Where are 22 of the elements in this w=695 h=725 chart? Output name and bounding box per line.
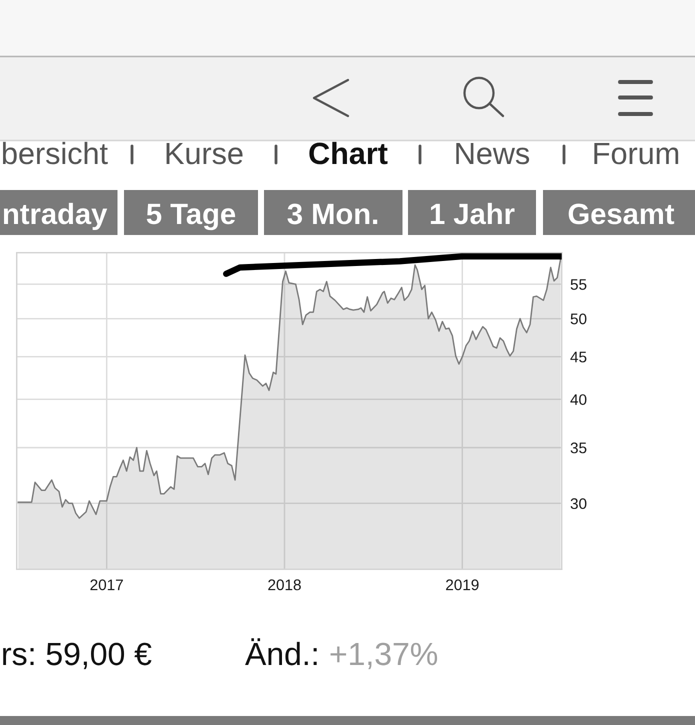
text: 5 Tage bbox=[146, 204, 236, 230]
text: bersicht bbox=[2, 142, 108, 164]
text: Forum bbox=[594, 142, 678, 164]
x-tick-label: 2018 bbox=[268, 579, 301, 590]
text: Chart bbox=[309, 142, 388, 164]
x-tick-label: 2017 bbox=[90, 579, 123, 590]
text: +1,37% bbox=[330, 642, 438, 670]
text: Kurse bbox=[166, 142, 243, 164]
x-tick-label: 2019 bbox=[446, 579, 479, 590]
text: ntraday bbox=[4, 202, 108, 230]
text: Änd.: bbox=[245, 638, 317, 666]
y-tick-label: 40 bbox=[570, 394, 586, 406]
text: News bbox=[456, 142, 530, 164]
text: 1 Jahr bbox=[430, 202, 515, 224]
y-tick-label: 30 bbox=[570, 498, 586, 510]
y-tick-label: 35 bbox=[570, 442, 586, 454]
text: 3 Mon. bbox=[287, 204, 378, 224]
y-tick-label: 50 bbox=[570, 314, 586, 324]
text: rs: 59,00 € bbox=[3, 642, 152, 670]
y-tick-label: 55 bbox=[570, 279, 586, 290]
y-tick-label: 45 bbox=[570, 352, 586, 362]
text: Gesamt bbox=[568, 204, 674, 224]
